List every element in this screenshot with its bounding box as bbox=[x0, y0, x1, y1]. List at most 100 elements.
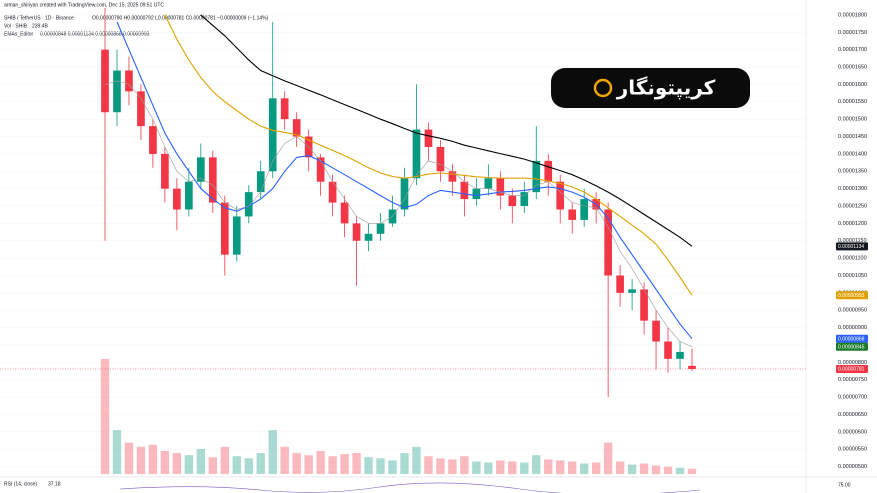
candle-body bbox=[125, 70, 133, 92]
rsi-value: 37.18 bbox=[48, 481, 61, 487]
symbol: SHIB / TetherUS · 1D · Binance bbox=[4, 15, 74, 21]
ema-line bbox=[164, 14, 693, 296]
y-tick-label: 0.00000600 bbox=[838, 429, 867, 435]
candle-body bbox=[688, 365, 696, 369]
ema-line bbox=[200, 14, 693, 247]
candle-body bbox=[208, 157, 217, 203]
volume-bar bbox=[388, 460, 397, 474]
y-tick-label: 0.00001650 bbox=[838, 65, 867, 71]
volume-bar bbox=[436, 458, 445, 474]
candle-body bbox=[652, 320, 660, 342]
y-tick-label: 0.00001600 bbox=[838, 82, 867, 88]
ema-label: EMAs_Editor bbox=[4, 31, 34, 37]
candle-body bbox=[161, 153, 169, 189]
y-tick-label: 0.00001100 bbox=[838, 256, 867, 262]
candle-body bbox=[628, 289, 636, 293]
volume-bar bbox=[591, 462, 601, 474]
logo-badge bbox=[551, 68, 750, 108]
candle-body bbox=[376, 223, 385, 234]
volume-bar bbox=[352, 453, 361, 474]
volume-bar bbox=[639, 463, 649, 474]
price-label-box bbox=[836, 364, 868, 373]
y-tick-label: 0.00000900 bbox=[838, 325, 867, 331]
candle-body bbox=[244, 192, 253, 217]
candle-body bbox=[328, 181, 337, 203]
volume-bar bbox=[244, 458, 253, 474]
candle-body bbox=[197, 157, 205, 182]
price-label: 0.00000781 bbox=[838, 367, 865, 373]
volume-bar bbox=[148, 444, 158, 474]
y-tick-label: 0.00001750 bbox=[838, 30, 867, 36]
volume-bar bbox=[172, 453, 182, 474]
volume-bar bbox=[687, 468, 697, 474]
volume-bar bbox=[184, 455, 194, 474]
volume-bar bbox=[508, 461, 517, 474]
y-tick-label: 0.00001250 bbox=[838, 203, 867, 209]
candle-body bbox=[664, 341, 672, 359]
rsi-line bbox=[119, 482, 701, 493]
y-tick-label: 0.00000800 bbox=[838, 360, 867, 366]
price-label-box bbox=[836, 291, 868, 300]
y-tick-label: 0.00000950 bbox=[838, 308, 867, 314]
ohlc: O0.00000790 H0.00000792 L0.00000781 C0.0… bbox=[92, 15, 269, 21]
candle-body bbox=[352, 223, 361, 241]
candle-body bbox=[556, 181, 565, 210]
y-tick-label: 0.00001450 bbox=[838, 134, 867, 140]
y-tick-label: 0.00000500 bbox=[838, 464, 867, 470]
candle-body bbox=[268, 98, 277, 172]
ema-line bbox=[116, 21, 693, 340]
price-label-box bbox=[836, 342, 868, 351]
candle-body bbox=[568, 209, 577, 220]
logo-icon bbox=[593, 78, 613, 98]
volume-bar bbox=[568, 461, 577, 474]
volume-bar bbox=[364, 457, 373, 474]
volume-bar bbox=[292, 453, 301, 474]
candle-body bbox=[424, 129, 433, 147]
volume-bar bbox=[556, 460, 565, 474]
volume-bar bbox=[196, 448, 206, 474]
candle-body bbox=[137, 91, 145, 127]
volume-bar bbox=[412, 446, 421, 474]
volume-bar bbox=[544, 459, 553, 474]
y-tick-label: 0.00000650 bbox=[838, 412, 867, 418]
candle-body bbox=[640, 289, 648, 321]
volume-bar bbox=[615, 461, 625, 474]
y-tick-label: 0.00001050 bbox=[838, 273, 867, 279]
y-tick-label: 0.00001800 bbox=[838, 12, 867, 18]
volume-bar bbox=[460, 456, 469, 474]
y-tick-label: 0.00001350 bbox=[838, 169, 867, 175]
candle-body bbox=[676, 351, 684, 359]
volume-bar bbox=[316, 451, 325, 474]
volume-bar bbox=[603, 442, 613, 474]
candle-body bbox=[173, 188, 181, 210]
volume-bar bbox=[268, 430, 277, 474]
volume-bar bbox=[675, 467, 685, 474]
volume-bar bbox=[484, 462, 493, 474]
candle-body bbox=[316, 157, 325, 182]
candle-body bbox=[220, 202, 229, 255]
y-tick-label: 0.00000750 bbox=[838, 377, 867, 383]
candle-body bbox=[496, 178, 505, 196]
candle-body bbox=[460, 181, 469, 200]
candle-body bbox=[532, 160, 541, 193]
y-tick-label: 0.00001700 bbox=[838, 47, 867, 53]
volume-bar bbox=[627, 464, 637, 474]
volume-bar bbox=[304, 455, 313, 474]
candle-body bbox=[340, 202, 349, 224]
volume-bar bbox=[100, 359, 110, 474]
price-label: 0.00000993 bbox=[838, 293, 865, 299]
credit: arman_shiriyan created with TradingView.… bbox=[4, 2, 164, 8]
volume-bar bbox=[280, 446, 289, 474]
candle-body bbox=[412, 129, 421, 179]
volume-bar bbox=[160, 451, 170, 474]
candle-body bbox=[604, 209, 612, 276]
volume-bar bbox=[448, 459, 457, 474]
price-label: 0.00000868 bbox=[838, 336, 865, 342]
y-tick-label: 0.00000700 bbox=[838, 395, 867, 401]
volume-bar bbox=[651, 465, 661, 474]
volume-bar bbox=[663, 466, 673, 474]
volume-bar bbox=[124, 442, 134, 474]
volume-bar bbox=[376, 458, 385, 474]
ema-values: 0.00000848 0.00001134 0.00000868 0.00000… bbox=[40, 31, 150, 37]
